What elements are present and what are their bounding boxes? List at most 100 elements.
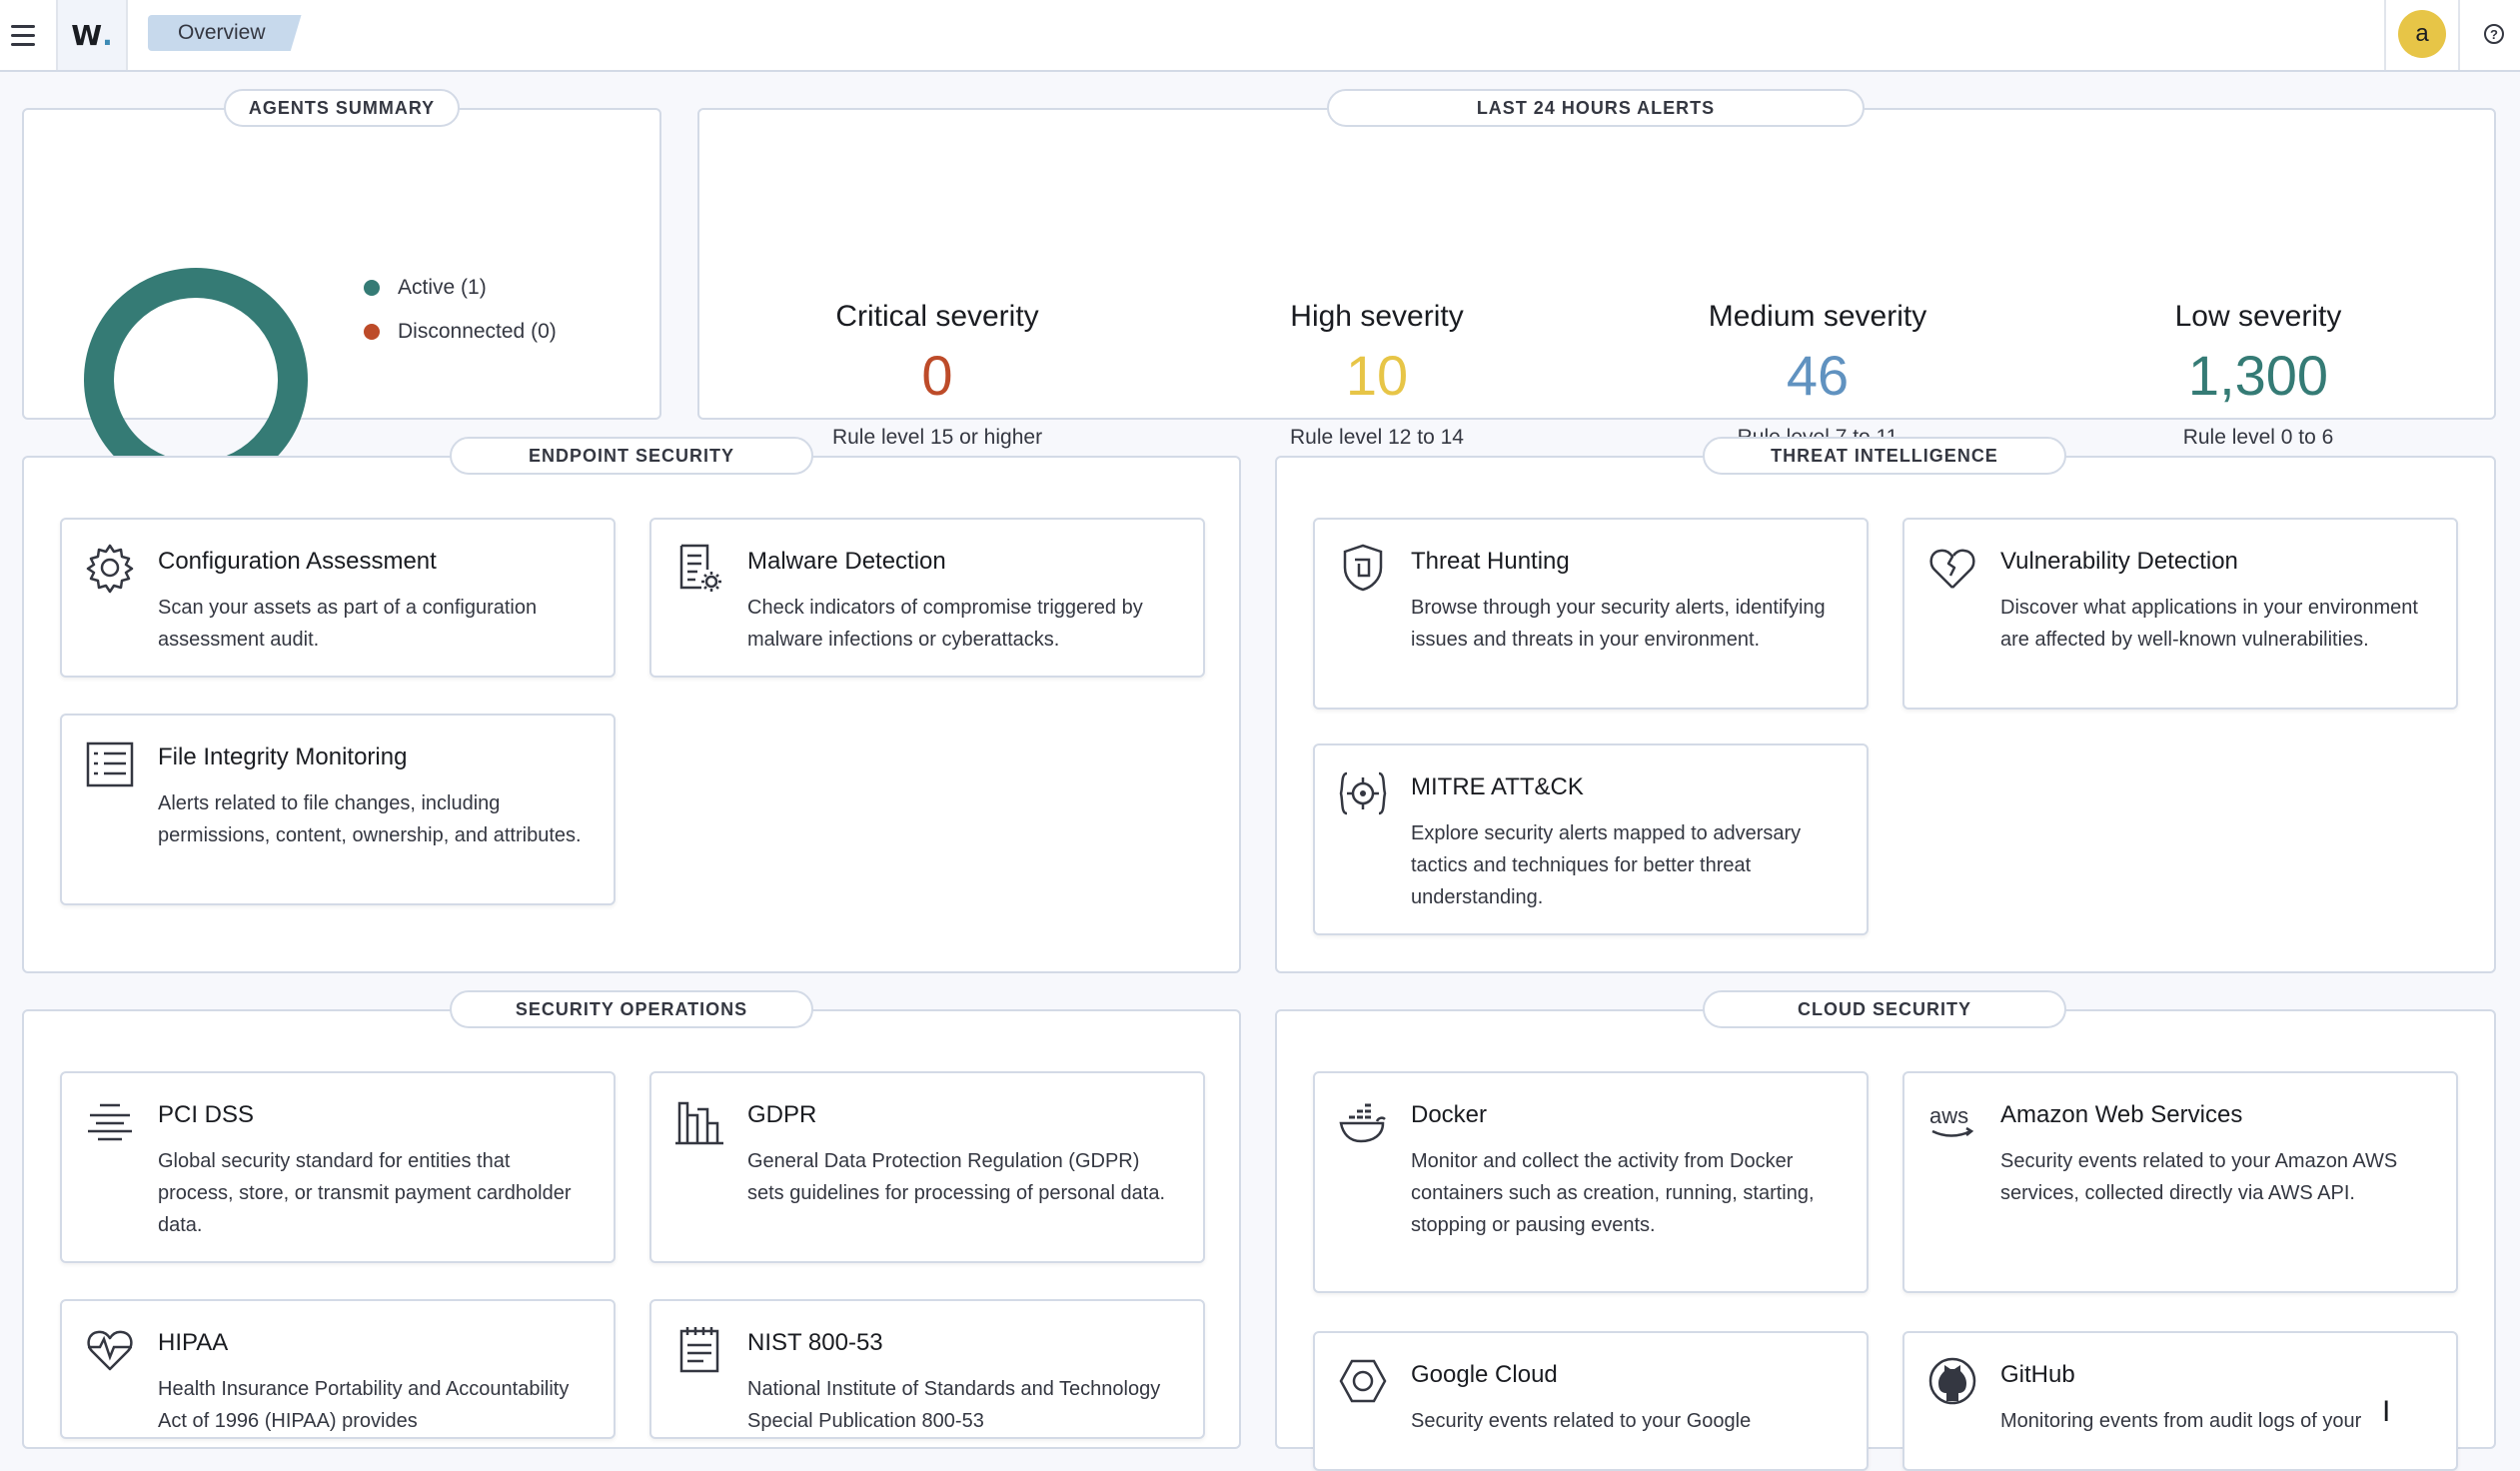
threat-intelligence-title: THREAT INTELLIGENCE — [1703, 437, 2066, 475]
google-cloud-icon — [1339, 1359, 1387, 1403]
card-configuration-assessment[interactable]: Configuration Assessment Scan your asset… — [60, 518, 616, 678]
card-description: Alerts related to file changes, includin… — [158, 792, 582, 846]
top-header: W. Overview a ? — [0, 0, 2520, 72]
agents-summary-panel: Active (1) Disconnected (0) — [22, 108, 661, 492]
alert-desc: Rule level 15 or higher — [831, 426, 1043, 449]
card-description: Monitoring events from audit logs of you… — [2000, 1410, 2362, 1432]
alert-high: High severity 10 Rule level 12 to 14 — [1197, 300, 1557, 450]
logo-text: W — [71, 18, 103, 52]
card-title: MITRE ATT&CK — [1411, 773, 1584, 800]
card-hipaa[interactable]: HIPAA Health Insurance Portability and A… — [60, 1299, 616, 1439]
legend-dot-disconnected — [364, 324, 380, 340]
help-icon[interactable]: ? — [2484, 24, 2504, 44]
svg-text:aws: aws — [1929, 1103, 1968, 1128]
alert-desc: Rule level 0 to 6 — [2182, 426, 2334, 449]
card-mitre-attack[interactable]: MITRE ATT&CK Explore security alerts map… — [1313, 743, 1869, 935]
card-google-cloud[interactable]: Google Cloud Security events related to … — [1313, 1331, 1869, 1471]
crosshair-braces-icon — [1339, 771, 1387, 815]
legend-item-active[interactable]: Active (1) — [364, 276, 557, 300]
security-operations-panel: PCI DSS Global security standard for ent… — [22, 1009, 1241, 1449]
card-title: PCI DSS — [158, 1101, 255, 1128]
card-description: Security events related to your Amazon A… — [2000, 1150, 2398, 1204]
alert-medium: Medium severity 46 Rule level 7 to 11 — [1638, 300, 1997, 450]
cloud-security-title: CLOUD SECURITY — [1703, 990, 2066, 1028]
card-description: Discover what applications in your envir… — [2000, 597, 2418, 651]
card-nist-800-53[interactable]: NIST 800-53 National Institute of Standa… — [649, 1299, 1205, 1439]
header-divider — [2458, 0, 2460, 70]
card-title: Threat Hunting — [1411, 548, 1570, 575]
card-title: GDPR — [747, 1101, 817, 1128]
agents-legend: Active (1) Disconnected (0) — [364, 276, 557, 364]
card-description: National Institute of Standards and Tech… — [747, 1378, 1161, 1432]
legend-label: Active (1) — [398, 276, 487, 299]
logo-dot: . — [102, 18, 113, 52]
alert-value[interactable]: 46 — [1786, 344, 1850, 407]
card-title: Malware Detection — [747, 548, 946, 575]
alert-title: Low severity — [2174, 300, 2342, 333]
card-description: Monitor and collect the activity from Do… — [1411, 1150, 1815, 1236]
card-title: Vulnerability Detection — [2000, 548, 2238, 575]
card-description: Security events related to your Google — [1411, 1410, 1752, 1432]
text-cursor-icon: I — [2382, 1395, 2391, 1428]
docker-icon — [1339, 1103, 1386, 1143]
card-pci-dss[interactable]: PCI DSS Global security standard for ent… — [60, 1071, 616, 1263]
alert-low: Low severity 1,300 Rule level 0 to 6 — [2078, 300, 2438, 450]
card-description: Check indicators of compromise triggered… — [747, 597, 1143, 651]
document-gear-icon — [679, 544, 721, 592]
aws-icon: aws — [1929, 1103, 1974, 1137]
card-description: Explore security alerts mapped to advers… — [1411, 822, 1802, 908]
card-title: Google Cloud — [1411, 1361, 1558, 1388]
list-document-icon — [86, 741, 134, 787]
alert-title: High severity — [1290, 300, 1464, 333]
card-file-integrity-monitoring[interactable]: File Integrity Monitoring Alerts related… — [60, 714, 616, 905]
alert-title: Critical severity — [835, 300, 1039, 333]
notepad-icon — [679, 1327, 719, 1373]
card-description: General Data Protection Regulation (GDPR… — [747, 1150, 1166, 1204]
alert-value[interactable]: 10 — [1345, 344, 1409, 407]
threat-intelligence-panel: Threat Hunting Browse through your secur… — [1275, 456, 2496, 973]
card-threat-hunting[interactable]: Threat Hunting Browse through your secur… — [1313, 518, 1869, 710]
menu-icon[interactable] — [6, 18, 40, 52]
user-avatar[interactable]: a — [2398, 10, 2446, 58]
github-icon — [1928, 1357, 1976, 1405]
alert-critical: Critical severity 0 Rule level 15 or hig… — [757, 300, 1117, 450]
card-title: File Integrity Monitoring — [158, 743, 408, 770]
card-title: HIPAA — [158, 1329, 229, 1356]
card-title: GitHub — [2000, 1361, 2075, 1388]
card-description: Scan your assets as part of a configurat… — [158, 597, 538, 651]
card-malware-detection[interactable]: Malware Detection Check indicators of co… — [649, 518, 1205, 678]
card-amazon-web-services[interactable]: aws Amazon Web Services Security events … — [1902, 1071, 2458, 1293]
cloud-security-panel: Docker Monitor and collect the activity … — [1275, 1009, 2496, 1471]
header-divider — [2384, 0, 2386, 70]
gear-icon — [86, 544, 134, 594]
card-description: Health Insurance Portability and Account… — [158, 1378, 570, 1432]
legend-dot-active — [364, 280, 380, 296]
endpoint-security-panel: Configuration Assessment Scan your asset… — [22, 456, 1241, 973]
alert-value[interactable]: 1,300 — [2187, 344, 2329, 407]
card-gdpr[interactable]: GDPR General Data Protection Regulation … — [649, 1071, 1205, 1263]
alerts-title: LAST 24 HOURS ALERTS — [1327, 89, 1865, 127]
card-title: Configuration Assessment — [158, 548, 437, 575]
card-title: NIST 800-53 — [747, 1329, 883, 1356]
card-description: Browse through your security alerts, ide… — [1411, 597, 1826, 651]
card-title: Amazon Web Services — [2000, 1101, 2243, 1128]
app-logo[interactable]: W. — [56, 0, 128, 70]
alert-desc: Rule level 12 to 14 — [1290, 426, 1464, 449]
card-title: Docker — [1411, 1101, 1488, 1128]
legend-label: Disconnected (0) — [398, 320, 557, 343]
card-github[interactable]: GitHub Monitoring events from audit logs… — [1902, 1331, 2458, 1471]
shield-search-icon — [1343, 544, 1383, 592]
broken-heart-icon — [1929, 549, 1975, 589]
building-icon — [675, 1101, 723, 1145]
agents-summary-title: AGENTS SUMMARY — [224, 89, 460, 127]
endpoint-security-title: ENDPOINT SECURITY — [450, 437, 813, 475]
alert-value[interactable]: 0 — [921, 344, 953, 407]
legend-item-disconnected[interactable]: Disconnected (0) — [364, 320, 557, 344]
security-operations-title: SECURITY OPERATIONS — [450, 990, 813, 1028]
heartbeat-icon — [87, 1330, 133, 1371]
lines-icon — [88, 1103, 132, 1141]
breadcrumb-overview[interactable]: Overview — [148, 15, 302, 51]
card-docker[interactable]: Docker Monitor and collect the activity … — [1313, 1071, 1869, 1293]
donut-slice-active — [84, 268, 308, 492]
card-vulnerability-detection[interactable]: Vulnerability Detection Discover what ap… — [1902, 518, 2458, 710]
